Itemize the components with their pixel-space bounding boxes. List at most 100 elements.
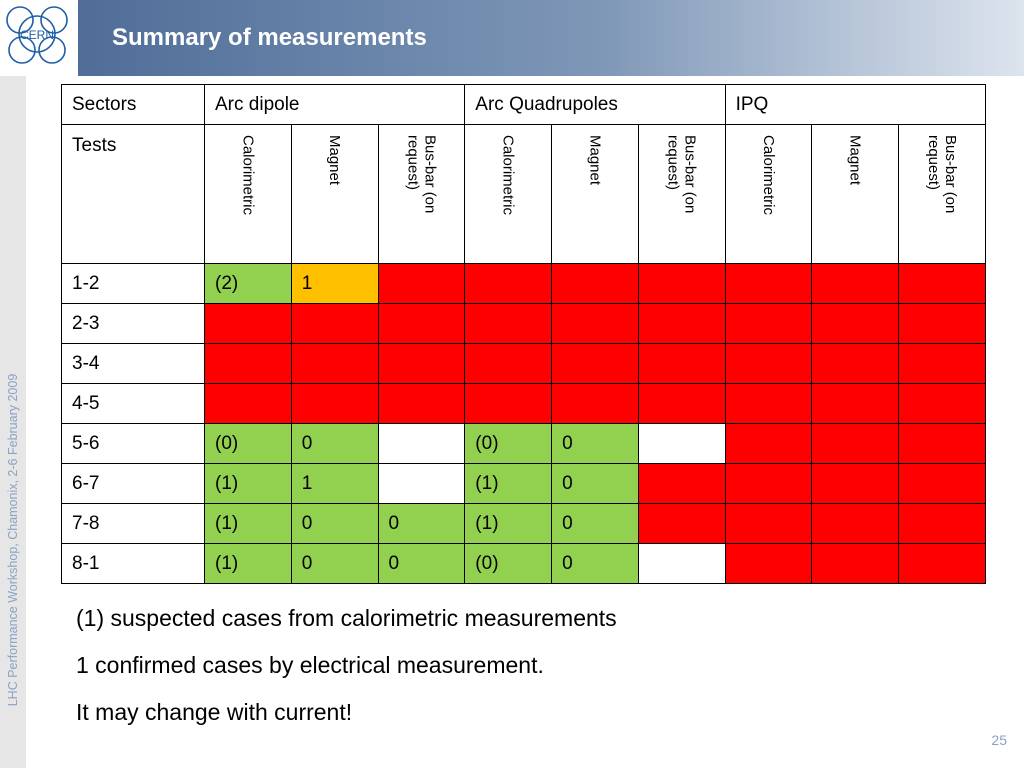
result-cell <box>637 303 726 344</box>
subheader-label: Magnet <box>586 135 604 186</box>
header-ipq: IPQ <box>724 84 987 125</box>
result-cell <box>551 383 639 424</box>
result-cell <box>290 303 379 344</box>
result-cell: (2) <box>204 263 292 304</box>
result-cell <box>811 423 900 464</box>
subheader-label: Bus-bar (on request) <box>925 135 960 214</box>
result-cell <box>464 303 553 344</box>
result-cell: (0) <box>204 423 292 464</box>
result-cell <box>898 343 986 384</box>
result-cell <box>551 343 639 384</box>
result-cell: (1) <box>464 503 553 544</box>
subheader-label: Calorimetric <box>759 135 777 216</box>
page-number: 25 <box>991 732 1007 748</box>
table-row: 6-7 (1) 1 (1) 0 <box>61 463 986 504</box>
result-cell <box>290 383 379 424</box>
subheader-label: Calorimetric <box>239 135 257 216</box>
subheader-label: Magnet <box>326 135 344 186</box>
cern-logo: CERN <box>0 0 76 76</box>
note-confirmed: 1 confirmed cases by electrical measurem… <box>76 652 544 678</box>
sidebar: LHC Performance Workshop, Chamonix, 2-6 … <box>0 0 26 768</box>
result-cell <box>290 343 379 384</box>
result-cell: (1) <box>204 503 292 544</box>
subheader-cell: Bus-bar (on request) <box>377 124 466 264</box>
result-cell <box>724 343 813 384</box>
result-cell <box>464 343 553 384</box>
table-row: 5-6 (0) 0 (0) 0 <box>61 423 986 464</box>
result-cell: 1 <box>290 263 379 304</box>
result-cell: 0 <box>377 503 466 544</box>
result-cell <box>377 423 466 464</box>
cern-logo-icon: CERN <box>6 6 68 64</box>
result-cell <box>811 543 900 584</box>
result-cell <box>898 543 986 584</box>
header-sectors: Sectors <box>61 84 205 125</box>
header-tests: Tests <box>61 124 205 264</box>
result-cell <box>637 263 726 304</box>
result-cell <box>464 383 553 424</box>
result-cell <box>811 463 900 504</box>
sector-label: 4-5 <box>61 383 205 424</box>
result-cell <box>898 423 986 464</box>
result-cell <box>551 263 639 304</box>
subheader-cell: Magnet <box>551 124 639 264</box>
result-cell <box>724 423 813 464</box>
subheader-label: Calorimetric <box>499 135 517 216</box>
subheader-cell: Calorimetric <box>204 124 292 264</box>
result-cell: (0) <box>464 543 553 584</box>
result-cell <box>464 263 553 304</box>
result-cell <box>204 343 292 384</box>
table-row: 4-5 <box>61 383 986 424</box>
result-cell <box>724 383 813 424</box>
table-row: 1-2 (2) 1 <box>61 263 986 304</box>
logo-text: CERN <box>20 28 54 42</box>
result-cell <box>811 263 900 304</box>
header-arc-quadrupoles: Arc Quadrupoles <box>464 84 726 125</box>
result-cell <box>204 303 292 344</box>
subheader-cell: Calorimetric <box>724 124 813 264</box>
subheader-cell: Bus-bar (on request) <box>637 124 726 264</box>
result-cell <box>377 463 466 504</box>
sector-label: 5-6 <box>61 423 205 464</box>
table-row: 8-1 (1) 0 0 (0) 0 <box>61 543 986 584</box>
subheader-label: Bus-bar (on request) <box>664 135 699 214</box>
sidebar-conference-text: LHC Performance Workshop, Chamonix, 2-6 … <box>6 373 20 707</box>
note-current: It may change with current! <box>76 699 353 725</box>
table-row: 7-8 (1) 0 0 (1) 0 <box>61 503 986 544</box>
table-row: 2-3 <box>61 303 986 344</box>
result-cell <box>377 263 466 304</box>
result-cell: 0 <box>551 423 639 464</box>
subheader-label: Magnet <box>846 135 864 186</box>
result-cell <box>898 503 986 544</box>
result-cell: 0 <box>290 503 379 544</box>
result-cell: 0 <box>377 543 466 584</box>
result-cell <box>724 263 813 304</box>
result-cell <box>811 343 900 384</box>
slide-header: Summary of measurements <box>78 0 1024 76</box>
result-cell <box>637 463 726 504</box>
result-cell <box>724 463 813 504</box>
result-cell <box>637 503 726 544</box>
subheader-label: Bus-bar (on request) <box>404 135 439 214</box>
sector-label: 1-2 <box>61 263 205 304</box>
result-cell <box>724 503 813 544</box>
result-cell: 0 <box>290 543 379 584</box>
result-cell <box>377 343 466 384</box>
sector-label: 7-8 <box>61 503 205 544</box>
slide-title: Summary of measurements <box>112 24 427 51</box>
result-cell <box>204 383 292 424</box>
result-cell: (1) <box>204 543 292 584</box>
result-cell: 1 <box>290 463 379 504</box>
table-header-row: Sectors Arc dipole Arc Quadrupoles IPQ <box>61 84 987 125</box>
subheader-cell: Bus-bar (on request) <box>898 124 986 264</box>
result-cell <box>811 303 900 344</box>
result-cell <box>637 423 726 464</box>
sector-label: 2-3 <box>61 303 205 344</box>
result-cell <box>898 463 986 504</box>
result-cell <box>898 303 986 344</box>
result-cell: 0 <box>551 503 639 544</box>
notes: (1) suspected cases from calorimetric me… <box>76 602 617 743</box>
result-cell <box>811 503 900 544</box>
result-cell <box>724 303 813 344</box>
tests-header-row: Tests Calorimetric Magnet Bus-bar (on requ… <box>61 124 986 264</box>
